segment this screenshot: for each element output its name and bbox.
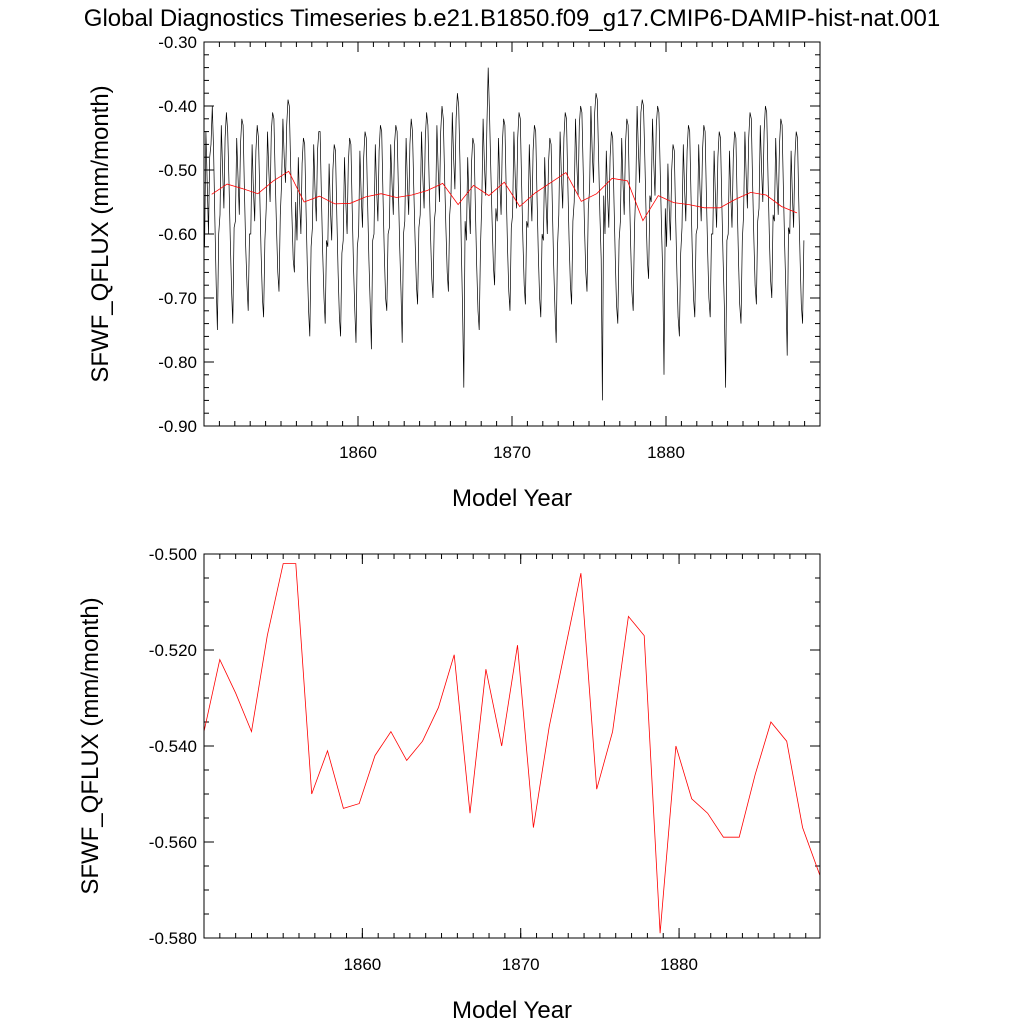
bottom-x-axis-label: Model Year [452,997,572,1024]
bottom-panel-ticks [203,553,820,939]
top-y-tick-label: -0.50 [158,161,197,180]
bottom-y-tick-label: -0.580 [149,929,197,948]
bottom-x-tick-label: 1880 [660,955,698,974]
top-panel-lines [204,67,805,401]
bottom-y-axis-label: SFWF_QFLUX (mm/month) [77,597,104,894]
top-y-axis-label: SFWF_QFLUX (mm/month) [87,85,114,382]
bottom-panel: -0.580 -0.560 -0.540 -0.520 -0.500 1860 1870 18… [77,545,821,1024]
top-panel: -0.90 -0.80 -0.70 -0.60 -0.50 -0.40 -0.30 1860 1… [87,33,821,512]
top-annual-series-line [211,170,798,222]
top-y-tick-label: -0.80 [158,353,197,372]
top-y-tick-label: -0.70 [158,289,197,308]
figure-title: Global Diagnostics Timeseries b.e21.B185… [84,5,940,32]
top-x-tick-label: 1860 [339,443,377,462]
top-y-tick-label: -0.60 [158,225,197,244]
top-x-tick-label: 1870 [493,443,531,462]
top-y-tick-label: -0.30 [158,33,197,52]
top-x-tick-label: 1880 [647,443,685,462]
bottom-y-tick-label: -0.560 [149,833,197,852]
top-y-tick-label: -0.90 [158,417,197,436]
bottom-panel-tick-labels: -0.580 -0.560 -0.540 -0.520 -0.500 1860 1870 18… [149,545,698,974]
bottom-x-tick-label: 1860 [343,955,381,974]
bottom-y-tick-label: -0.540 [149,737,197,756]
top-panel-ticks [203,41,821,427]
bottom-y-tick-label: -0.520 [149,641,197,660]
top-x-axis-label: Model Year [452,485,572,512]
bottom-plot-frame [203,553,821,939]
top-plot-frame [203,41,821,427]
bottom-x-tick-label: 1870 [502,955,540,974]
top-monthly-series-line [204,67,805,401]
bottom-panel-lines [203,563,821,934]
top-y-tick-label: -0.40 [158,97,197,116]
bottom-annual-series-line [203,563,821,934]
bottom-y-tick-label: -0.500 [149,545,197,564]
top-panel-tick-labels: -0.90 -0.80 -0.70 -0.60 -0.50 -0.40 -0.30 1860 1… [158,33,685,462]
